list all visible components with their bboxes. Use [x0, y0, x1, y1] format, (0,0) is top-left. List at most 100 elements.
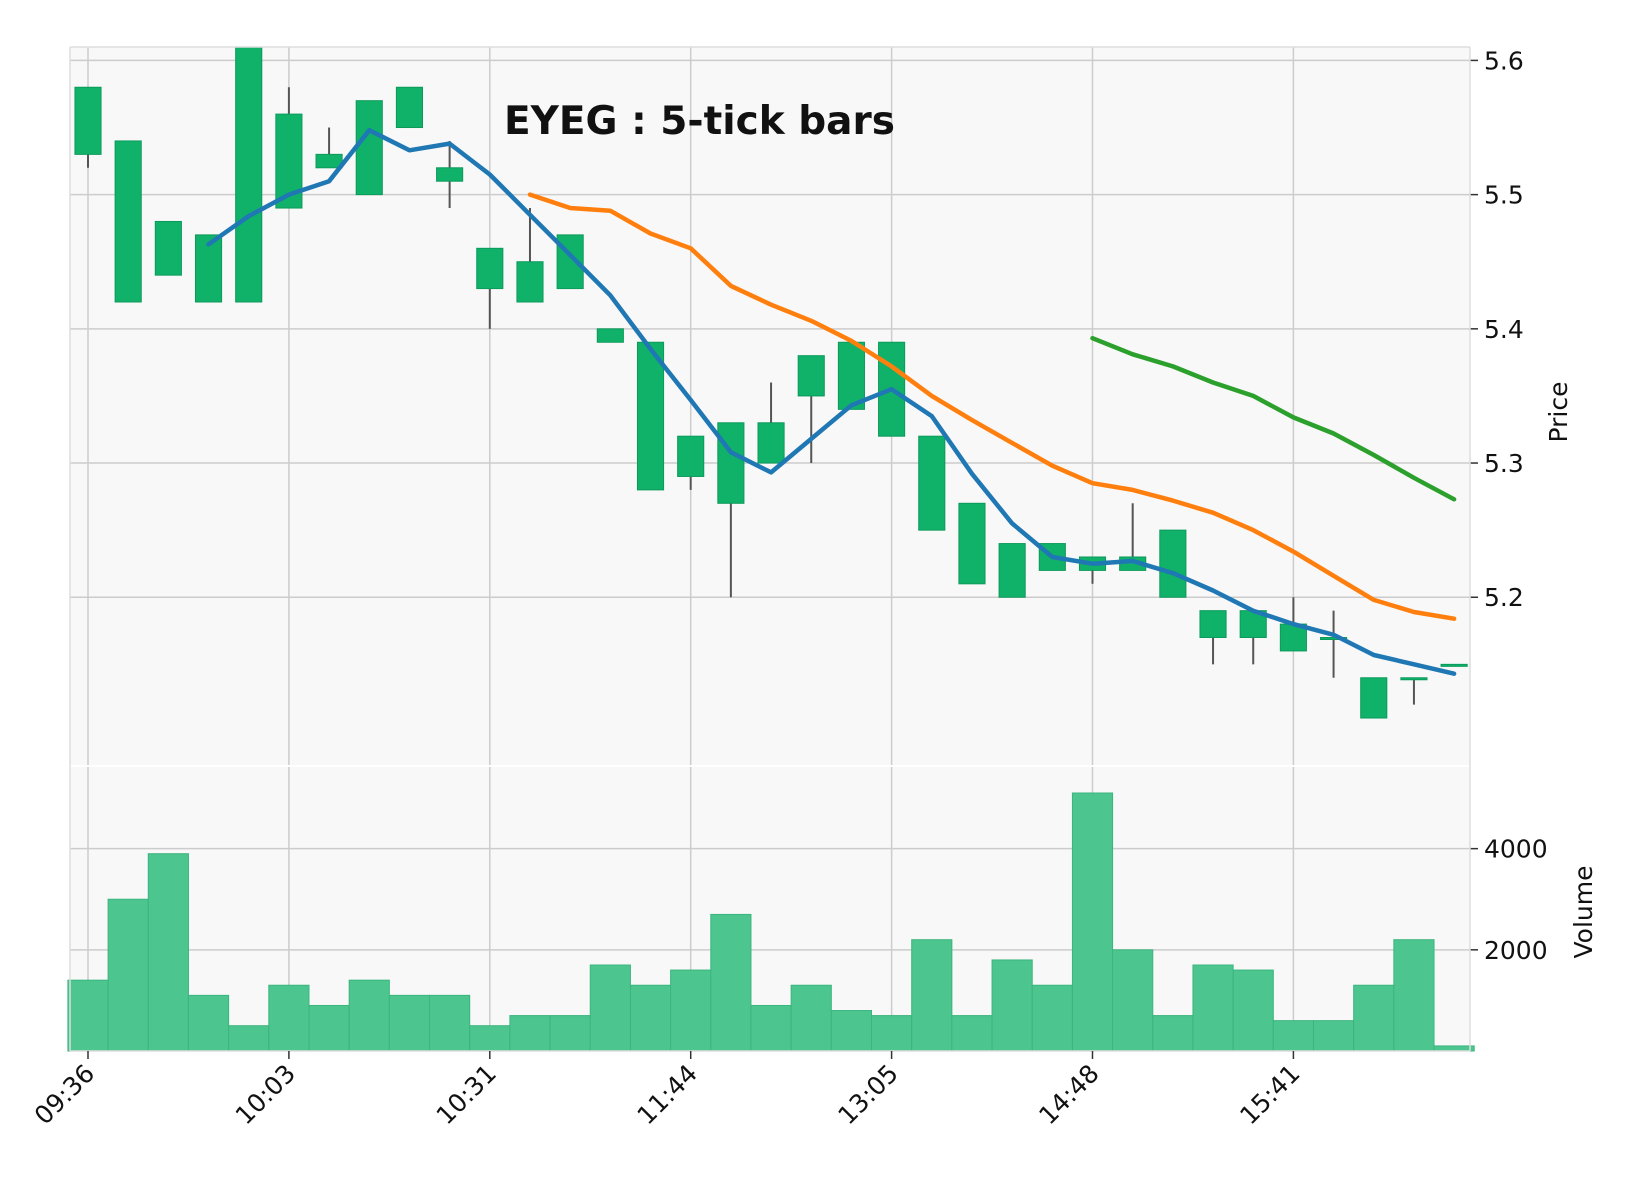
candle-body-up [1360, 677, 1388, 719]
volume-bar [951, 1015, 993, 1052]
volume-bar [589, 964, 631, 1052]
candle-body-up [476, 247, 504, 290]
candle-body-up [516, 261, 544, 303]
candle-body-up [717, 422, 745, 504]
x-tick-label: 14:48 [1033, 1059, 1104, 1130]
volume-bars [67, 792, 1475, 1052]
candle-body-up [154, 220, 182, 276]
candlestick [1360, 677, 1388, 719]
candle-body-up [636, 341, 665, 491]
candlestick [114, 140, 142, 303]
candlestick [837, 341, 865, 410]
candlestick [958, 502, 986, 585]
volume-bar [67, 979, 109, 1052]
candle-body-up [1440, 663, 1468, 667]
candle-body-up [395, 86, 423, 129]
volume-bar [830, 1010, 873, 1052]
candlestick [235, 46, 263, 303]
candlestick [1320, 610, 1348, 678]
volume-bar [509, 1015, 551, 1052]
volume-bar [1232, 969, 1274, 1052]
candlestick [476, 247, 504, 329]
candle-body-up [918, 435, 946, 531]
candlestick [436, 140, 464, 209]
x-tick-label: 10:31 [431, 1059, 502, 1130]
volume-bar [268, 984, 310, 1052]
candle-body-up [958, 502, 986, 585]
candlestick [717, 422, 745, 598]
x-tick-label: 09:36 [29, 1059, 100, 1130]
candle-body-up [235, 46, 263, 303]
volume-bar [629, 984, 672, 1052]
candle-body-up [596, 328, 624, 343]
price-tick-label: 5.2 [1484, 583, 1524, 612]
chart-title: EYEG : 5-tick bars [504, 99, 895, 144]
volume-bar [991, 959, 1033, 1052]
candlestick [918, 435, 946, 531]
candlestick [1199, 610, 1227, 665]
candle-body-up [677, 435, 705, 477]
candle-body-up [315, 153, 343, 169]
volume-bar [469, 1025, 511, 1052]
candle-body-up [1159, 529, 1187, 598]
candlestick [797, 355, 825, 464]
candle-body-up [436, 167, 464, 182]
candlesticks [74, 46, 1468, 719]
volume-bar [710, 913, 752, 1052]
volume-bar [348, 979, 390, 1052]
volume-tick-label: 4000 [1484, 835, 1548, 864]
candle-body-up [837, 341, 865, 410]
volume-bar [911, 939, 953, 1052]
price-axis-label: Price [1544, 382, 1573, 443]
candle-body-up [1400, 677, 1428, 681]
volume-bar [790, 984, 832, 1052]
moving-average-line [1090, 335, 1457, 502]
candlestick [596, 328, 624, 343]
volume-bar [750, 1004, 792, 1052]
volume-bar [228, 1025, 270, 1052]
x-tick-label: 15:41 [1234, 1059, 1305, 1130]
volume-bar [147, 853, 189, 1052]
x-tick-label: 11:44 [631, 1059, 702, 1130]
moving-average-lines [206, 127, 1457, 676]
candlestick [998, 543, 1026, 598]
candle-body-up [1199, 610, 1227, 639]
candle-body-up [1320, 637, 1348, 641]
volume-bar [549, 1015, 591, 1052]
candlestick [74, 86, 102, 168]
volume-bar [1112, 949, 1154, 1052]
volume-bar [429, 994, 471, 1052]
candlestick [757, 382, 785, 464]
candlestick [1159, 529, 1187, 598]
candlestick [355, 100, 383, 196]
volume-bar [1393, 939, 1435, 1052]
candle-body-up [998, 543, 1026, 598]
candlestick [516, 208, 544, 303]
volume-bar [187, 994, 230, 1052]
price-tick-label: 5.6 [1484, 46, 1524, 75]
volume-bar [1152, 1015, 1194, 1052]
candle-body-up [355, 100, 383, 196]
candlestick [154, 220, 182, 276]
candlestick [1400, 677, 1428, 705]
candle-body-up [114, 140, 142, 303]
volume-bar [1353, 984, 1395, 1052]
price-panel-background [70, 47, 1470, 765]
candlestick [636, 341, 665, 491]
candle-body-up [74, 86, 102, 155]
volume-tick-label: 2000 [1484, 936, 1548, 965]
candle-body-up [797, 355, 825, 397]
candlestick [677, 435, 705, 490]
price-tick-label: 5.4 [1484, 315, 1524, 344]
candlestick [1440, 663, 1468, 667]
candlestick [395, 86, 423, 129]
x-tick-label: 13:05 [832, 1059, 903, 1130]
candle-body-up [757, 422, 785, 464]
volume-bar [1192, 964, 1234, 1052]
volume-bar [670, 969, 712, 1052]
price-tick-label: 5.3 [1484, 449, 1524, 478]
price-tick-label: 5.5 [1484, 181, 1524, 210]
volume-bar [871, 1015, 913, 1052]
